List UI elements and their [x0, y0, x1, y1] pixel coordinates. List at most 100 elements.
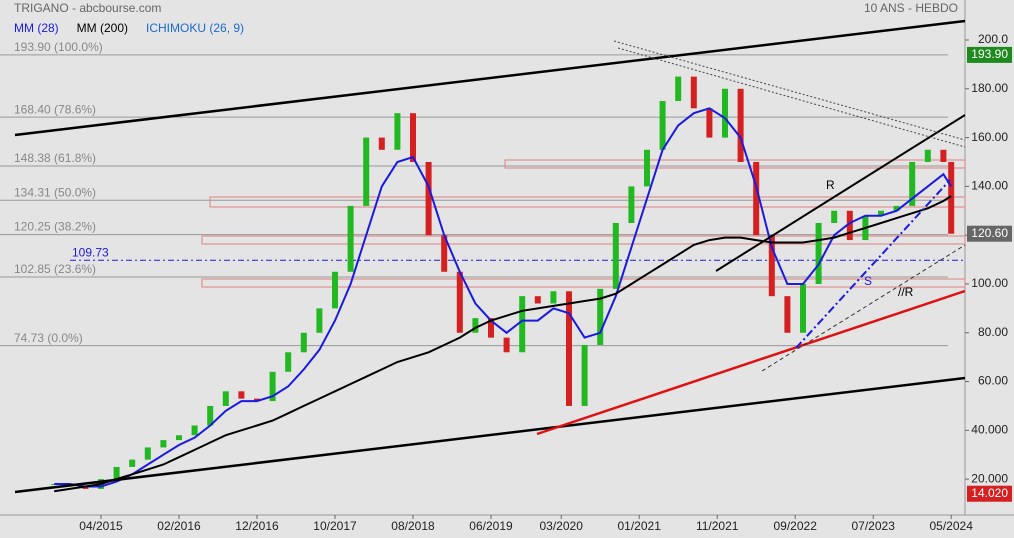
- candle: [690, 76, 697, 109]
- price-tag-label: 14.020: [971, 486, 1008, 500]
- legend: MM (28) MM (200) ICHIMOKU (26, 9): [14, 21, 244, 35]
- trend-line: [715, 114, 966, 272]
- trend-line: [536, 289, 966, 436]
- x-tick-label: 06/2019: [469, 519, 513, 533]
- candle: [191, 425, 198, 436]
- candle: [846, 210, 853, 241]
- x-tick-label: 11/2021: [696, 519, 739, 533]
- plot: 193.90 (100.0%) 168.40 (78.6%) 148.38 (61.…: [0, 40, 965, 493]
- candle: [425, 161, 432, 236]
- candle: [893, 205, 900, 211]
- trend-line: [761, 244, 966, 372]
- candle: [285, 352, 292, 372]
- candle: [784, 296, 791, 333]
- y-tick-label: 40.000: [971, 423, 1008, 437]
- candle: [347, 205, 354, 272]
- y-tick-label: 20.000: [971, 471, 1008, 485]
- candle: [948, 161, 955, 234]
- y-tick-label: 80.00: [978, 325, 1008, 339]
- candle: [659, 100, 666, 150]
- candle: [644, 149, 650, 187]
- zone: [504, 159, 966, 169]
- y-tick-label: 180.00: [971, 81, 1008, 95]
- trend-line: [795, 179, 951, 349]
- price-tag: [967, 485, 1012, 502]
- ma-line: [54, 107, 953, 488]
- y-tick-label: 160.00: [971, 130, 1008, 144]
- x-tick-label: 03/2020: [540, 519, 584, 533]
- candle: [332, 271, 338, 309]
- candle: [581, 344, 588, 406]
- x-tick-label: 01/2021: [618, 519, 662, 533]
- candle: [612, 222, 619, 289]
- candle: [456, 271, 463, 333]
- fib-label: 134.31 (50.0%): [14, 185, 96, 199]
- support-label: 109.73: [72, 245, 109, 259]
- candle: [160, 440, 167, 448]
- legend-entry: MM (200): [77, 21, 128, 35]
- annotation: //R: [898, 285, 914, 299]
- candle: [394, 113, 401, 150]
- y-tick-label: 200.0: [978, 32, 1008, 46]
- candle: [144, 447, 151, 460]
- zones: [201, 159, 966, 288]
- candle: [815, 222, 822, 284]
- candle: [768, 235, 775, 297]
- candle: [269, 371, 276, 402]
- legend-entry: ICHIMOKU (26, 9): [146, 21, 244, 35]
- candle: [300, 332, 307, 353]
- candle: [238, 391, 245, 399]
- candle: [488, 318, 494, 338]
- y-tick-label: 60.00: [978, 374, 1008, 388]
- candle: [176, 435, 182, 441]
- candle: [378, 137, 385, 150]
- candle: [909, 161, 916, 206]
- candle: [363, 137, 370, 206]
- candle: [254, 398, 260, 402]
- candle: [472, 318, 479, 333]
- candle: [597, 288, 604, 345]
- fib-label: 168.40 (78.6%): [14, 102, 96, 116]
- x-tick-label: 08/2018: [391, 519, 435, 533]
- candle: [82, 486, 89, 489]
- fib-label: 102.85 (23.6%): [14, 262, 96, 276]
- candle: [410, 113, 416, 162]
- candle: [534, 296, 541, 304]
- trend-line: [617, 47, 966, 148]
- y-tick-label: 100.00: [971, 276, 1008, 290]
- price-tag-label: 120.60: [971, 226, 1008, 240]
- fib-label: 148.38 (61.8%): [14, 151, 96, 165]
- x-tick-label: 04/2015: [79, 519, 123, 533]
- candle: [503, 337, 510, 353]
- candle: [878, 210, 884, 216]
- x-tick-label: 05/2024: [930, 519, 974, 533]
- price-tag: [967, 225, 1012, 242]
- fib-label: 193.90 (100.0%): [14, 40, 103, 54]
- x-tick-label: 10/2017: [313, 519, 357, 533]
- trend-line: [14, 19, 966, 137]
- zone: [201, 278, 966, 288]
- zone: [209, 196, 966, 208]
- fib-label: 120.25 (38.2%): [14, 220, 96, 234]
- candle: [316, 308, 323, 333]
- candle: [550, 291, 557, 304]
- x-tick-label: 07/2023: [852, 519, 896, 533]
- x-tick-label: 12/2016: [235, 519, 279, 533]
- zone: [201, 235, 966, 245]
- chart-title: TRIGANO - abcbourse.com: [14, 1, 161, 15]
- candle: [800, 283, 806, 333]
- price-tag-label: 193.90: [971, 47, 1008, 61]
- chart-subtitle: 10 ANS - HEBDO: [864, 1, 958, 15]
- candle: [566, 291, 572, 406]
- trend-lines: [14, 19, 966, 494]
- candle: [940, 149, 947, 162]
- candle: [924, 149, 931, 162]
- candle: [737, 88, 744, 162]
- y-tick-label: 140.00: [971, 179, 1008, 193]
- trend-line: [14, 376, 966, 494]
- candle: [519, 296, 526, 353]
- x-tick-label: 02/2016: [157, 519, 201, 533]
- candle: [675, 76, 682, 101]
